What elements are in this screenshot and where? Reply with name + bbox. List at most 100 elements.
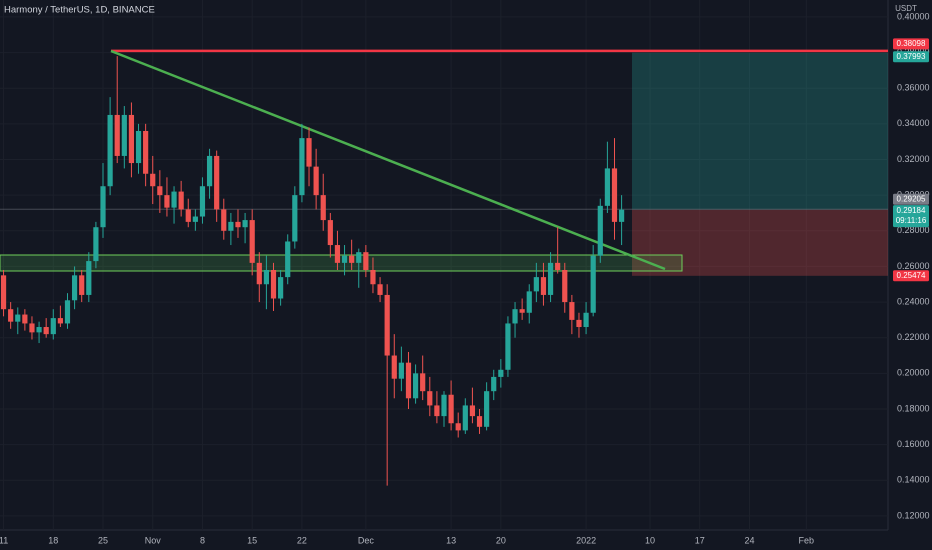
candle-body [206, 155, 213, 187]
candle-body [71, 275, 78, 301]
candle-body [547, 262, 554, 295]
y-tick-label: 0.32000 [897, 154, 930, 164]
candle-body [100, 186, 106, 228]
x-tick-label: 25 [98, 535, 108, 545]
candle-body [384, 294, 390, 356]
candle-body [498, 369, 504, 377]
candle-body [22, 314, 28, 324]
candle-body [604, 168, 610, 206]
candle-body [334, 245, 341, 263]
y-tick-label: 0.26000 [897, 261, 930, 271]
price-tag [893, 270, 929, 282]
profit-zone [632, 52, 888, 210]
candle-body [356, 252, 362, 263]
candle-body [8, 309, 14, 322]
candle-body [242, 220, 248, 228]
y-tick-label: 0.24000 [897, 296, 930, 306]
candle-body [526, 291, 532, 313]
y-tick-label: 0.28000 [897, 225, 930, 235]
x-tick-label: Dec [358, 535, 375, 545]
candle-body [462, 405, 468, 431]
price-tag [893, 51, 929, 63]
candle-body [455, 423, 461, 431]
candle-body [398, 362, 404, 379]
candle-body [270, 269, 277, 299]
candle-body [93, 227, 99, 262]
candle-body [420, 373, 426, 392]
candle-body [228, 221, 234, 231]
candle-body [391, 355, 397, 379]
candle-body [469, 405, 476, 417]
x-tick-label: 24 [744, 535, 754, 545]
candle-body [555, 262, 561, 270]
countdown-label: 09:11:16 [896, 216, 927, 225]
candle-body [29, 323, 35, 333]
x-tick-label: 2022 [576, 535, 596, 545]
chart-title: Harmony / TetherUS, 1D, BINANCE [4, 5, 155, 16]
candle-body [285, 241, 291, 278]
x-tick-label: 20 [496, 535, 506, 545]
candle-body [192, 216, 198, 222]
candle-body [363, 252, 369, 270]
candles [0, 56, 625, 486]
x-tick-label: 18 [48, 535, 58, 545]
candle-body [292, 195, 298, 242]
axis-unit: USDT [895, 4, 917, 13]
candle-body [114, 114, 120, 156]
candle-body [377, 284, 383, 295]
y-tick-label: 0.18000 [897, 403, 930, 413]
candle-body [569, 302, 575, 320]
y-tick-label: 0.22000 [897, 332, 930, 342]
grid [0, 0, 888, 530]
candle-body [519, 309, 525, 313]
candle-body [576, 319, 582, 328]
candle-body [313, 166, 319, 196]
candle-body [128, 114, 135, 164]
candle-body [64, 300, 71, 324]
candle-body [583, 312, 589, 328]
candle-body [86, 261, 92, 295]
candle-body [107, 114, 113, 187]
loss-zone [632, 209, 888, 276]
candle-body [143, 130, 149, 174]
y-tick-label: 0.40000 [897, 11, 930, 21]
candle-body [434, 405, 440, 417]
price-tag-label: 0.29184 [897, 206, 926, 215]
candle-body [0, 275, 7, 310]
x-tick-label: 8 [200, 535, 205, 545]
candle-body [249, 220, 255, 263]
candle-body [306, 138, 312, 167]
candle-body [50, 318, 56, 335]
candle-body [278, 277, 284, 299]
candle-body [164, 195, 170, 208]
candle-body [199, 186, 206, 217]
candle-body [15, 314, 21, 322]
candle-body [540, 277, 547, 295]
y-tick-label: 0.36000 [897, 83, 930, 93]
price-tag-label: 0.37993 [897, 52, 926, 61]
candle-body [121, 114, 127, 156]
candle-body [349, 255, 355, 263]
candle-body [590, 255, 596, 313]
candle-body [597, 205, 603, 256]
candle-body [135, 130, 142, 164]
candle-body [491, 376, 497, 392]
candle-body [221, 209, 227, 231]
candle-body [171, 191, 177, 208]
candle-body [370, 269, 376, 285]
x-tick-label: Feb [799, 535, 815, 545]
y-tick-label: 0.20000 [897, 368, 930, 378]
candle-body [405, 362, 412, 399]
candle-body [512, 309, 518, 324]
candle-body [57, 318, 63, 324]
candle-body [562, 269, 568, 303]
candle-body [79, 275, 85, 295]
candle-body [178, 191, 184, 210]
price-tag-label: 0.29205 [897, 194, 926, 203]
y-tick-label: 0.12000 [897, 510, 930, 520]
candle-body [299, 138, 305, 196]
x-tick-label: 10 [645, 535, 655, 545]
candle-body [341, 255, 348, 263]
candle-body [611, 168, 618, 222]
